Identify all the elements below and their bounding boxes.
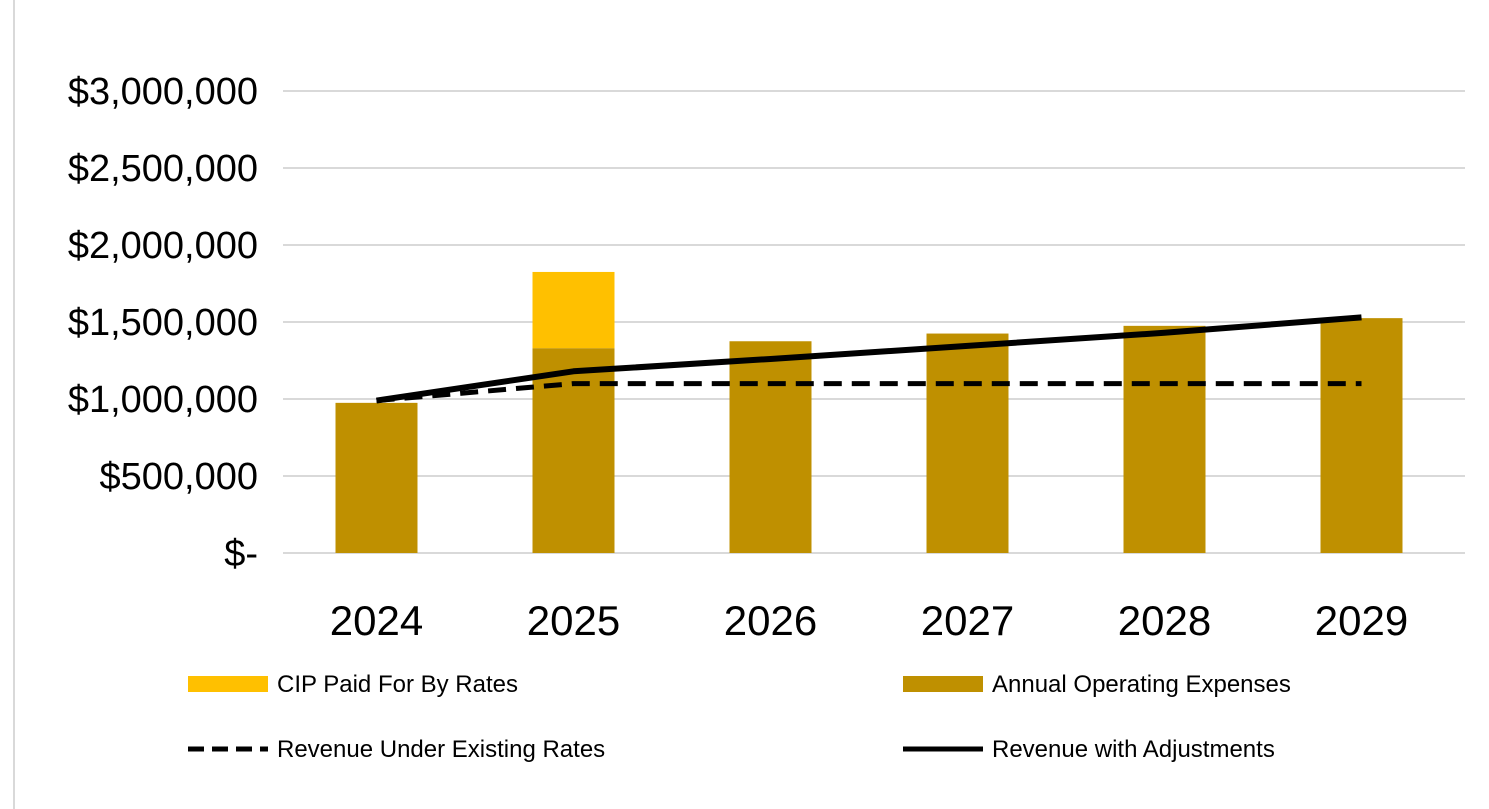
y-tick-label: $2,000,000	[68, 225, 258, 267]
legend-item: Revenue Under Existing Rates	[188, 736, 605, 763]
legend: CIP Paid For By Rates Annual Operating Ex…	[188, 671, 1291, 763]
legend-label: Revenue with Adjustments	[992, 736, 1275, 763]
legend-swatch	[188, 676, 268, 692]
y-tick-label: $500,000	[100, 456, 259, 498]
bar-annual-operating-expenses	[532, 348, 615, 553]
x-tick-label: 2025	[527, 597, 620, 644]
bars	[335, 271, 1403, 553]
bar-annual-operating-expenses	[1123, 325, 1206, 553]
y-tick-label: $-	[224, 533, 258, 575]
y-axis-tick-labels: $- $500,000 $1,000,000 $1,500,000 $2,000,000…	[68, 71, 258, 575]
bar-annual-operating-expenses	[729, 341, 812, 553]
legend-item: Annual Operating Expenses	[903, 671, 1291, 698]
x-tick-label: 2027	[921, 597, 1014, 644]
bar-annual-operating-expenses	[335, 402, 418, 553]
y-tick-label: $1,000,000	[68, 379, 258, 421]
x-tick-label: 2024	[330, 597, 423, 644]
x-tick-label: 2028	[1118, 597, 1211, 644]
legend-swatch	[903, 676, 983, 692]
legend-item: Revenue with Adjustments	[903, 736, 1275, 763]
legend-item: CIP Paid For By Rates	[188, 671, 518, 698]
x-axis-tick-labels: 2024 2025 2026 2027 2028 2029	[330, 597, 1408, 644]
y-tick-label: $2,500,000	[68, 148, 258, 190]
bar-annual-operating-expenses	[1320, 318, 1403, 553]
line-revenue-with-adjustments	[376, 314, 1362, 404]
legend-label: Annual Operating Expenses	[992, 671, 1291, 698]
gridlines	[283, 90, 1465, 554]
x-tick-label: 2026	[724, 597, 817, 644]
line-revenue-under-existing-rates	[376, 381, 1362, 404]
y-tick-label: $1,500,000	[68, 302, 258, 344]
bar-cip-paid-for-by-rates	[532, 271, 615, 349]
x-tick-label: 2029	[1315, 597, 1408, 644]
lines	[376, 314, 1362, 404]
legend-label: CIP Paid For By Rates	[277, 671, 518, 698]
bar-annual-operating-expenses	[926, 333, 1009, 553]
legend-label: Revenue Under Existing Rates	[277, 736, 605, 763]
y-tick-label: $3,000,000	[68, 71, 258, 113]
